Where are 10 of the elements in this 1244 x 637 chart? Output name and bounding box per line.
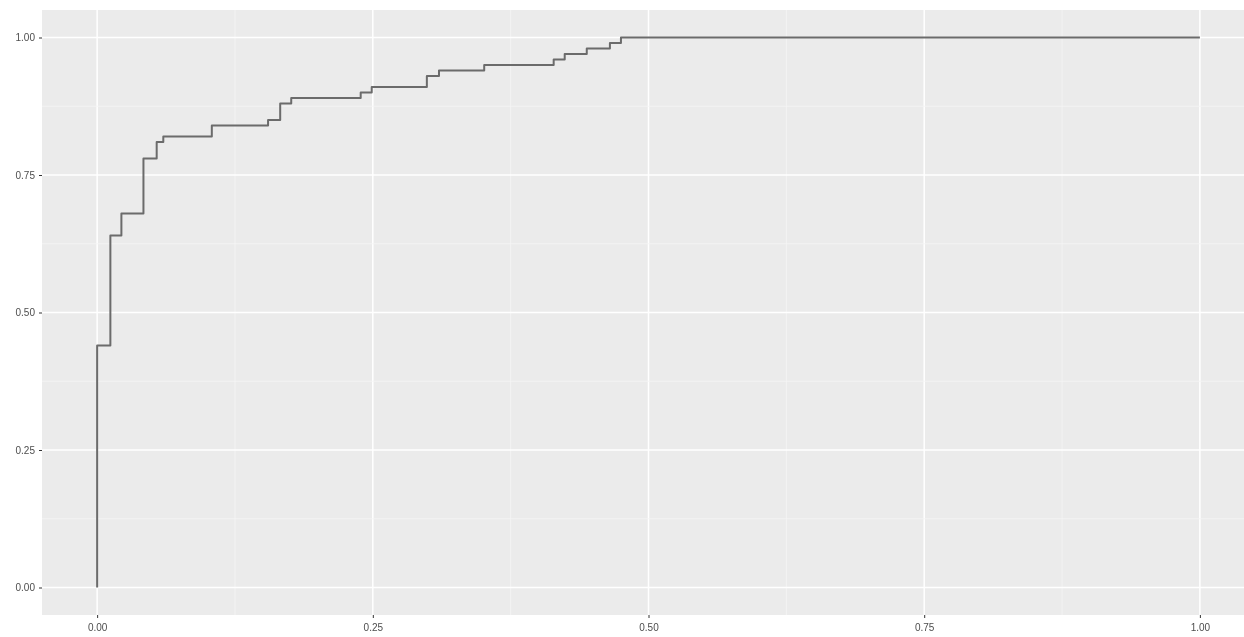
x-tick-label: 1.00 — [1190, 622, 1211, 634]
y-tick-label: 1.00 — [15, 32, 36, 44]
x-tick-label: 0.75 — [914, 622, 935, 634]
y-tick-label: 0.00 — [15, 582, 36, 594]
y-tick-label: 0.50 — [15, 307, 36, 319]
x-tick-label: 0.25 — [363, 622, 384, 634]
x-tick-label: 0.50 — [639, 622, 660, 634]
x-tick-label: 0.00 — [87, 622, 108, 634]
y-tick-label: 0.75 — [15, 169, 36, 181]
y-tick-label: 0.25 — [15, 444, 36, 456]
